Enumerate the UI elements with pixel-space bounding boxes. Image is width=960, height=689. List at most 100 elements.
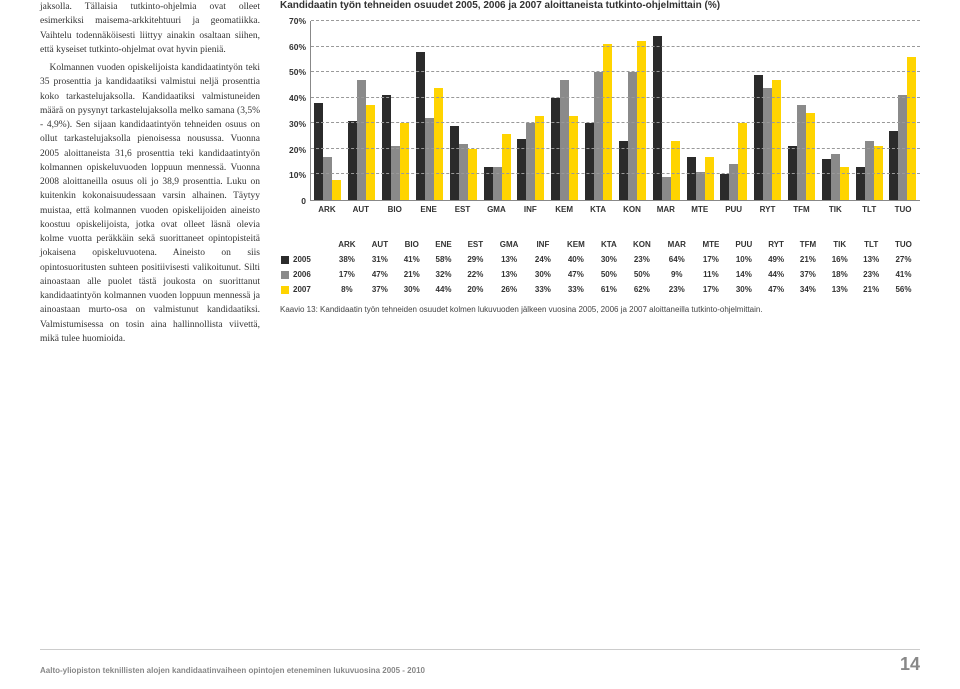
x-tick-label: GMA [479, 205, 513, 214]
bar [671, 141, 680, 200]
table-cell: 33% [527, 282, 558, 297]
x-axis-labels: ARKAUTBIOENEESTGMAINFKEMKTAKONMARMTEPUUR… [310, 205, 920, 214]
table-header-cell: KTA [593, 237, 624, 252]
table-header-cell: TFM [792, 237, 824, 252]
table-cell: 40% [559, 252, 594, 267]
series-name: 2005 [293, 255, 311, 264]
table-header-cell: MTE [694, 237, 727, 252]
table-cell: 30% [527, 267, 558, 282]
paragraph: jaksolla. Tällaisia tutkinto-ohjelmia ov… [40, 0, 260, 57]
table-cell: 56% [887, 282, 920, 297]
bar [822, 159, 831, 200]
legend-swatch [281, 256, 289, 264]
table-cell: 37% [792, 267, 824, 282]
bar [314, 103, 323, 200]
table-cell: 11% [694, 267, 727, 282]
table-cell: 20% [460, 282, 491, 297]
y-tick-label: 60% [289, 42, 306, 52]
table-cell: 47% [760, 282, 791, 297]
x-tick-label: TFM [784, 205, 818, 214]
bar [366, 105, 375, 200]
table-header-cell: INF [527, 237, 558, 252]
table-cell: 17% [694, 252, 727, 267]
bar [551, 98, 560, 200]
bar [535, 116, 544, 200]
table-cell: 29% [460, 252, 491, 267]
bar-chart: 010%20%30%40%50%60%70% ARKAUTBIOENEESTGM… [280, 21, 920, 231]
x-tick-label: RYT [751, 205, 785, 214]
bar [637, 41, 646, 200]
bar [459, 144, 468, 200]
bar [763, 88, 772, 201]
gridline [311, 173, 920, 174]
y-tick-label: 0 [301, 196, 306, 206]
y-tick-label: 10% [289, 170, 306, 180]
table-cell: 18% [824, 267, 855, 282]
table-header-cell: KON [625, 237, 660, 252]
bar [560, 80, 569, 200]
body-text-column: jaksolla. Tällaisia tutkinto-ohjelmia ov… [40, 0, 260, 350]
bar [696, 172, 705, 200]
bar [569, 116, 578, 200]
table-cell: 17% [330, 267, 364, 282]
y-tick-label: 30% [289, 119, 306, 129]
table-cell: 32% [427, 267, 459, 282]
bar [865, 141, 874, 200]
legend-swatch [281, 286, 289, 294]
bar [797, 105, 806, 200]
bar [484, 167, 493, 200]
gridline [311, 46, 920, 47]
bar [502, 134, 511, 200]
table-cell: 30% [727, 282, 760, 297]
table-header-cell: AUT [364, 237, 396, 252]
table-cell: 9% [659, 267, 694, 282]
bar [416, 52, 425, 200]
footer-text: Aalto-yliopiston teknillisten alojen kan… [40, 666, 425, 675]
table-cell: 23% [855, 267, 886, 282]
bar [493, 167, 502, 200]
bar [662, 177, 671, 200]
x-tick-label: AUT [344, 205, 378, 214]
bar [628, 72, 637, 200]
x-tick-label: ENE [412, 205, 446, 214]
table-cell: 30% [593, 252, 624, 267]
table-cell: 26% [491, 282, 527, 297]
x-tick-label: TUO [886, 205, 920, 214]
table-series-label: 2005 [280, 252, 330, 267]
bar [348, 121, 357, 200]
table-header-cell: TIK [824, 237, 855, 252]
plot-area [310, 21, 920, 201]
bar [831, 154, 840, 200]
table-series-label: 2006 [280, 267, 330, 282]
table-cell: 27% [887, 252, 920, 267]
legend-swatch [281, 271, 289, 279]
table-header-cell: MAR [659, 237, 694, 252]
table-cell: 41% [396, 252, 427, 267]
y-axis: 010%20%30%40%50%60%70% [280, 21, 310, 201]
table-cell: 23% [625, 252, 660, 267]
x-tick-label: ARK [310, 205, 344, 214]
table-cell: 21% [855, 282, 886, 297]
x-tick-label: TLT [852, 205, 886, 214]
bar [705, 157, 714, 200]
chart-caption: Kaavio 13: Kandidaatin työn tehneiden os… [280, 305, 920, 314]
table-cell: 31% [364, 252, 396, 267]
chart-data-table: ARKAUTBIOENEESTGMAINFKEMKTAKONMARMTEPUUR… [280, 237, 920, 297]
table-header-cell: ARK [330, 237, 364, 252]
x-tick-label: KEM [547, 205, 581, 214]
table-cell: 61% [593, 282, 624, 297]
table-cell: 13% [855, 252, 886, 267]
bar [856, 167, 865, 200]
table-header-cell: KEM [559, 237, 594, 252]
table-cell [280, 237, 330, 252]
table-cell: 47% [364, 267, 396, 282]
bar [889, 131, 898, 200]
x-tick-label: BIO [378, 205, 412, 214]
bar [907, 57, 916, 200]
table-cell: 13% [491, 252, 527, 267]
table-cell: 50% [593, 267, 624, 282]
page-footer: Aalto-yliopiston teknillisten alojen kan… [40, 649, 920, 675]
gridline [311, 71, 920, 72]
bar [585, 123, 594, 200]
x-tick-label: INF [513, 205, 547, 214]
